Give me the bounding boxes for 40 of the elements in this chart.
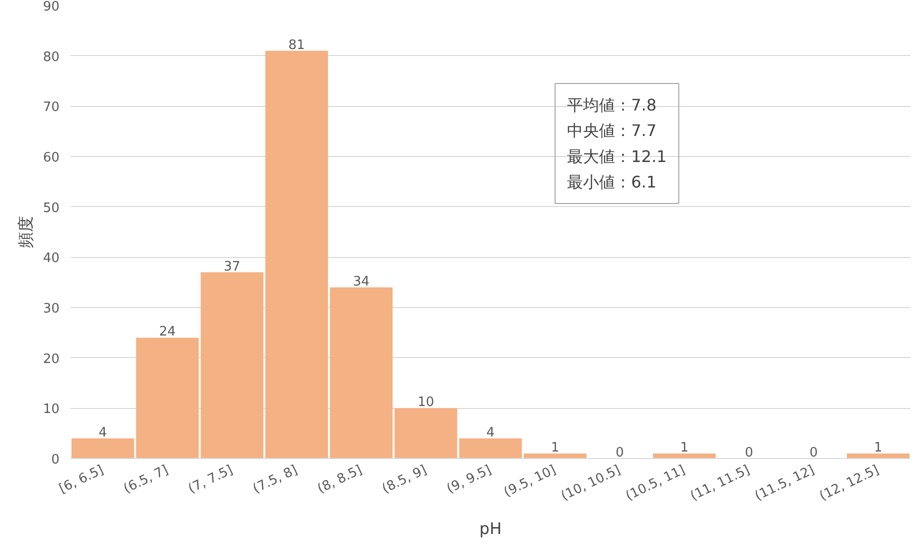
data-label: 10 xyxy=(418,395,434,410)
y-tick-label: 10 xyxy=(42,402,60,418)
y-axis-title: 頻度 xyxy=(16,216,35,248)
data-label: 4 xyxy=(98,425,107,440)
y-tick-label: 80 xyxy=(42,50,60,65)
x-tick-label: (8, 8.5] xyxy=(315,462,365,497)
x-tick-label: (7, 7.5] xyxy=(186,462,236,497)
annotation: 中央値：7.7 xyxy=(567,121,657,140)
x-tick-label: (7.5, 8] xyxy=(250,462,300,497)
data-label: 1 xyxy=(874,440,882,456)
x-tick-label: (6.5, 7] xyxy=(122,462,171,497)
data-label: 4 xyxy=(486,425,495,440)
data-label: 34 xyxy=(353,274,370,290)
y-tick-label: 30 xyxy=(42,302,60,316)
y-tick-label: 50 xyxy=(42,200,60,216)
bar xyxy=(265,50,328,458)
data-label: 0 xyxy=(616,446,624,460)
x-tick-label: (9, 9.5] xyxy=(444,462,494,497)
data-label: 0 xyxy=(809,446,818,460)
y-tick-label: 90 xyxy=(42,0,60,14)
y-tick-label: 60 xyxy=(42,150,60,166)
data-label: 0 xyxy=(744,446,754,460)
data-label: 1 xyxy=(550,440,560,456)
bar xyxy=(459,438,522,458)
annotation: 最小値：6.1 xyxy=(567,172,657,192)
y-tick-label: 70 xyxy=(42,100,60,116)
annotation: 平均値：7.8 xyxy=(567,96,657,115)
bar xyxy=(394,408,458,458)
bar xyxy=(71,438,134,458)
x-axis-title: pH xyxy=(479,518,502,538)
annotation: 最大値：12.1 xyxy=(567,146,667,166)
x-tick-label: (8.5, 9] xyxy=(380,462,430,497)
data-label: 81 xyxy=(288,38,305,53)
bar xyxy=(330,287,393,458)
data-label: 1 xyxy=(680,440,688,456)
data-label: 37 xyxy=(224,259,240,274)
data-label: 24 xyxy=(159,324,176,340)
x-tick-label: (9.5, 10] xyxy=(502,462,558,500)
y-tick-label: 40 xyxy=(42,251,60,266)
y-tick-label: 20 xyxy=(42,352,60,367)
